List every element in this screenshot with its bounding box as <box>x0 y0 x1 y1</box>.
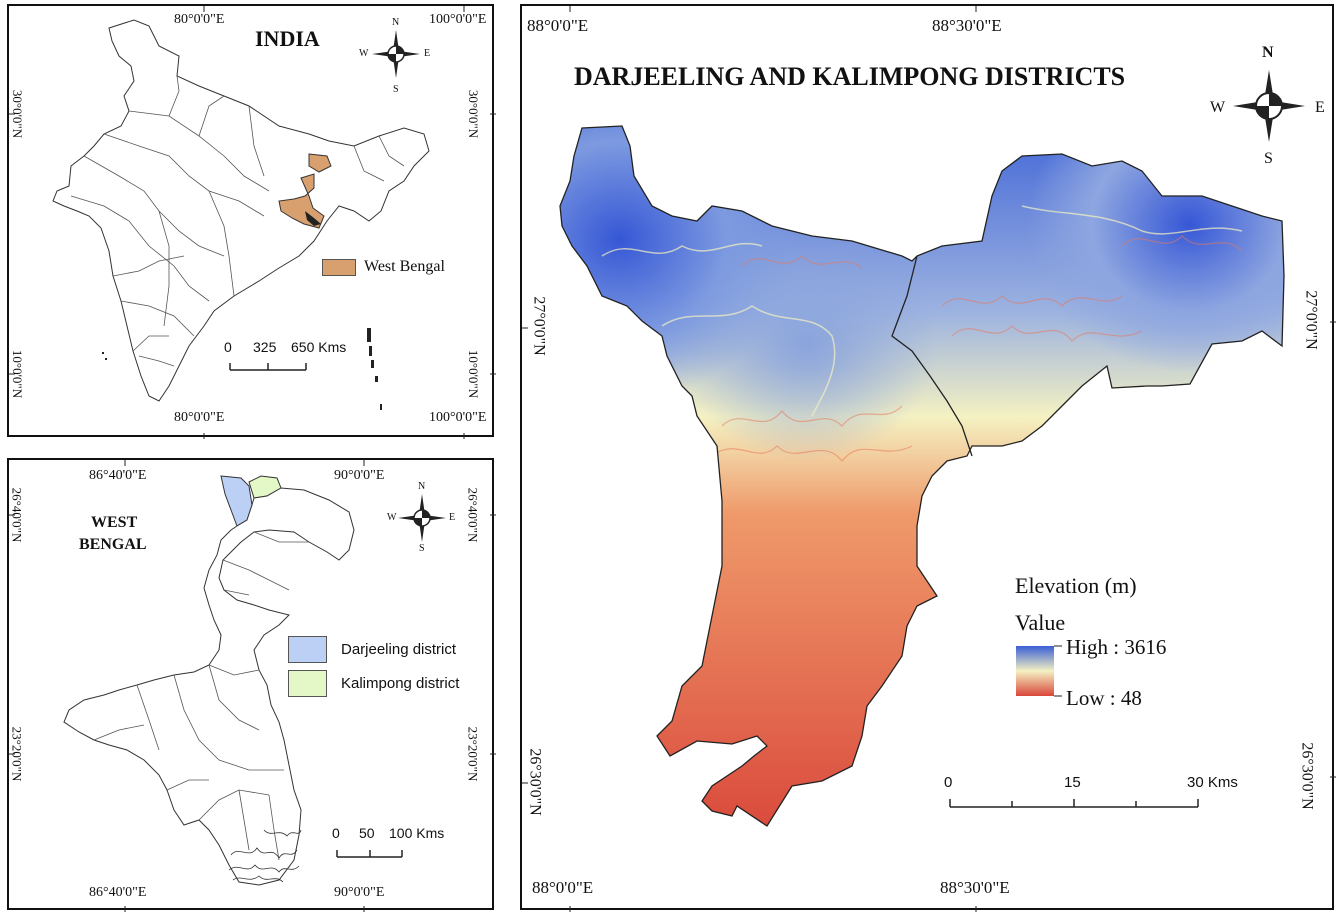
main-right-lower-coord: 26°30'0"N <box>1298 742 1316 810</box>
elevation-map <box>522 6 1336 912</box>
wb-top-left-coord: 86°40'0"E <box>89 468 147 483</box>
india-right-lower-coord: 10°0'0"N <box>466 349 482 399</box>
district-boundary-line <box>891 255 973 457</box>
wb-compass-s: S <box>419 543 425 554</box>
india-map-panel: INDIA 80°0'0"E 100°0'0"E 80°0'0"E 100°0'… <box>7 4 496 439</box>
india-bottom-left-coord: 80°0'0"E <box>174 410 225 425</box>
wb-scale-0: 0 <box>332 825 340 841</box>
main-top-left-coord: 88°0'0"E <box>527 16 589 35</box>
darjeeling-legend-label: Darjeeling district <box>341 641 457 658</box>
wb-left-upper-coord: 26°40'0"N <box>9 487 25 543</box>
kalimpong-legend-label: Kalimpong district <box>341 675 460 692</box>
india-state-borders <box>70 75 405 367</box>
india-compass-s: S <box>393 84 399 95</box>
wb-scale-50: 50 <box>359 825 375 841</box>
india-compass-n: N <box>392 17 400 28</box>
wb-right-lower-coord: 23°20'0"N <box>465 726 481 782</box>
india-outline <box>52 19 430 402</box>
main-map-title: DARJEELING AND KALIMPONG DISTRICTS <box>574 62 1126 91</box>
elevation-legend-ramp <box>1016 646 1054 696</box>
west-bengal-legend-swatch <box>322 259 356 276</box>
west-bengal-shape <box>278 153 332 229</box>
west-bengal-map-panel: WEST BENGAL 86°40'0"E 90°0'0"E 86°40'0"E… <box>7 458 496 912</box>
wb-scale-100: 100 Kms <box>389 825 445 841</box>
india-scale-325: 325 <box>253 339 277 355</box>
india-map <box>9 6 496 439</box>
wb-scale-bar <box>336 850 403 858</box>
main-compass-n: N <box>1262 44 1274 61</box>
wb-bottom-left-coord: 86°40'0"E <box>89 885 147 900</box>
wb-district-borders <box>93 531 309 861</box>
wb-top-right-coord: 90°0'0"E <box>334 468 385 483</box>
main-compass-rose <box>1233 70 1305 142</box>
main-compass-w: W <box>1210 99 1226 116</box>
main-scale-0: 0 <box>944 774 953 791</box>
wb-compass-w: W <box>387 512 397 523</box>
india-scale-650: 650 Kms <box>291 339 347 355</box>
main-graticule-ticks <box>522 6 1336 912</box>
main-bottom-right-coord: 88°30'0"E <box>940 878 1010 897</box>
wb-compass-rose <box>398 494 446 542</box>
sundarbans-mark <box>305 211 321 226</box>
west-bengal-map <box>9 460 496 912</box>
main-left-lower-coord: 26°30'0"N <box>526 748 544 816</box>
india-compass-e: E <box>424 48 431 59</box>
wb-graticule-ticks <box>9 460 496 912</box>
west-bengal-outline <box>63 487 355 886</box>
main-right-upper-coord: 27°0'0"N <box>1302 290 1320 350</box>
kalimpong-legend-swatch <box>288 670 327 697</box>
india-bottom-right-coord: 100°0'0"E <box>429 410 487 425</box>
main-left-upper-coord: 27°0'0"N <box>530 296 548 356</box>
main-compass-e: E <box>1315 99 1325 116</box>
main-scale-30: 30 Kms <box>1187 774 1238 791</box>
main-compass-s: S <box>1264 150 1273 167</box>
main-top-right-coord: 88°30'0"E <box>932 16 1002 35</box>
sundarbans-delta <box>228 829 302 883</box>
india-scale-bar <box>229 363 307 371</box>
elevation-legend-subheading: Value <box>1015 610 1066 635</box>
main-scale-15: 15 <box>1064 774 1081 791</box>
india-compass-w: W <box>359 48 369 59</box>
elevation-legend-high: High : 3616 <box>1066 635 1167 659</box>
wb-compass-n: N <box>418 481 426 492</box>
elevation-legend-heading: Elevation (m) <box>1015 573 1137 598</box>
wb-right-upper-coord: 26°40'0"N <box>465 487 481 543</box>
darjeeling-legend-swatch <box>288 636 327 663</box>
main-bottom-left-coord: 88°0'0"E <box>532 878 594 897</box>
india-compass-rose <box>372 30 420 78</box>
wb-compass-e: E <box>449 512 456 523</box>
elevation-legend-low: Low : 48 <box>1066 686 1142 710</box>
india-left-upper-coord: 30°0'0"N <box>10 89 26 139</box>
wb-bottom-right-coord: 90°0'0"E <box>334 885 385 900</box>
india-top-right-coord: 100°0'0"E <box>429 12 487 27</box>
elevation-map-panel: DARJEELING AND KALIMPONG DISTRICTS 88°0'… <box>520 4 1336 912</box>
india-top-left-coord: 80°0'0"E <box>174 12 225 27</box>
islands <box>102 328 382 410</box>
wb-left-lower-coord: 23°20'0"N <box>9 726 25 782</box>
district-outline <box>559 125 1285 827</box>
elevation-raster <box>560 126 1284 826</box>
india-graticule-ticks <box>9 6 496 439</box>
india-scale-0: 0 <box>224 339 232 355</box>
india-left-lower-coord: 10°0'0"N <box>10 349 26 399</box>
main-scale-bar <box>949 799 1199 808</box>
wb-title-line2: BENGAL <box>79 536 147 553</box>
wb-title-line1: WEST <box>91 514 138 531</box>
india-right-upper-coord: 30°0'0"N <box>466 89 482 139</box>
india-title: INDIA <box>255 26 320 51</box>
west-bengal-legend-label: West Bengal <box>364 258 445 275</box>
